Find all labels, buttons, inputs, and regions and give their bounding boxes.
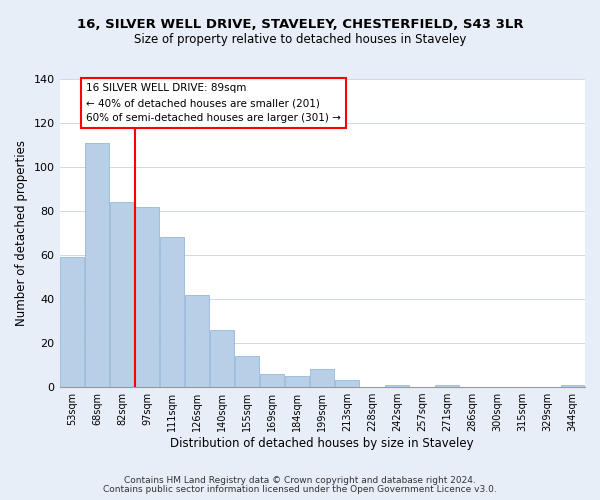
Text: 16, SILVER WELL DRIVE, STAVELEY, CHESTERFIELD, S43 3LR: 16, SILVER WELL DRIVE, STAVELEY, CHESTER… — [77, 18, 523, 30]
Bar — [110, 202, 134, 387]
Bar — [436, 385, 459, 387]
Y-axis label: Number of detached properties: Number of detached properties — [15, 140, 28, 326]
X-axis label: Distribution of detached houses by size in Staveley: Distribution of detached houses by size … — [170, 437, 474, 450]
Bar — [286, 376, 309, 387]
Bar — [310, 370, 334, 387]
Text: Contains HM Land Registry data © Crown copyright and database right 2024.: Contains HM Land Registry data © Crown c… — [124, 476, 476, 485]
Text: Size of property relative to detached houses in Staveley: Size of property relative to detached ho… — [134, 32, 466, 46]
Bar — [385, 385, 409, 387]
Bar — [60, 257, 84, 387]
Bar — [185, 294, 209, 387]
Bar — [235, 356, 259, 387]
Bar — [260, 374, 284, 387]
Bar — [135, 206, 159, 387]
Bar — [335, 380, 359, 387]
Bar — [210, 330, 234, 387]
Text: Contains public sector information licensed under the Open Government Licence v3: Contains public sector information licen… — [103, 485, 497, 494]
Bar — [85, 143, 109, 387]
Text: 16 SILVER WELL DRIVE: 89sqm
← 40% of detached houses are smaller (201)
60% of se: 16 SILVER WELL DRIVE: 89sqm ← 40% of det… — [86, 84, 341, 123]
Bar — [560, 385, 584, 387]
Bar — [160, 238, 184, 387]
